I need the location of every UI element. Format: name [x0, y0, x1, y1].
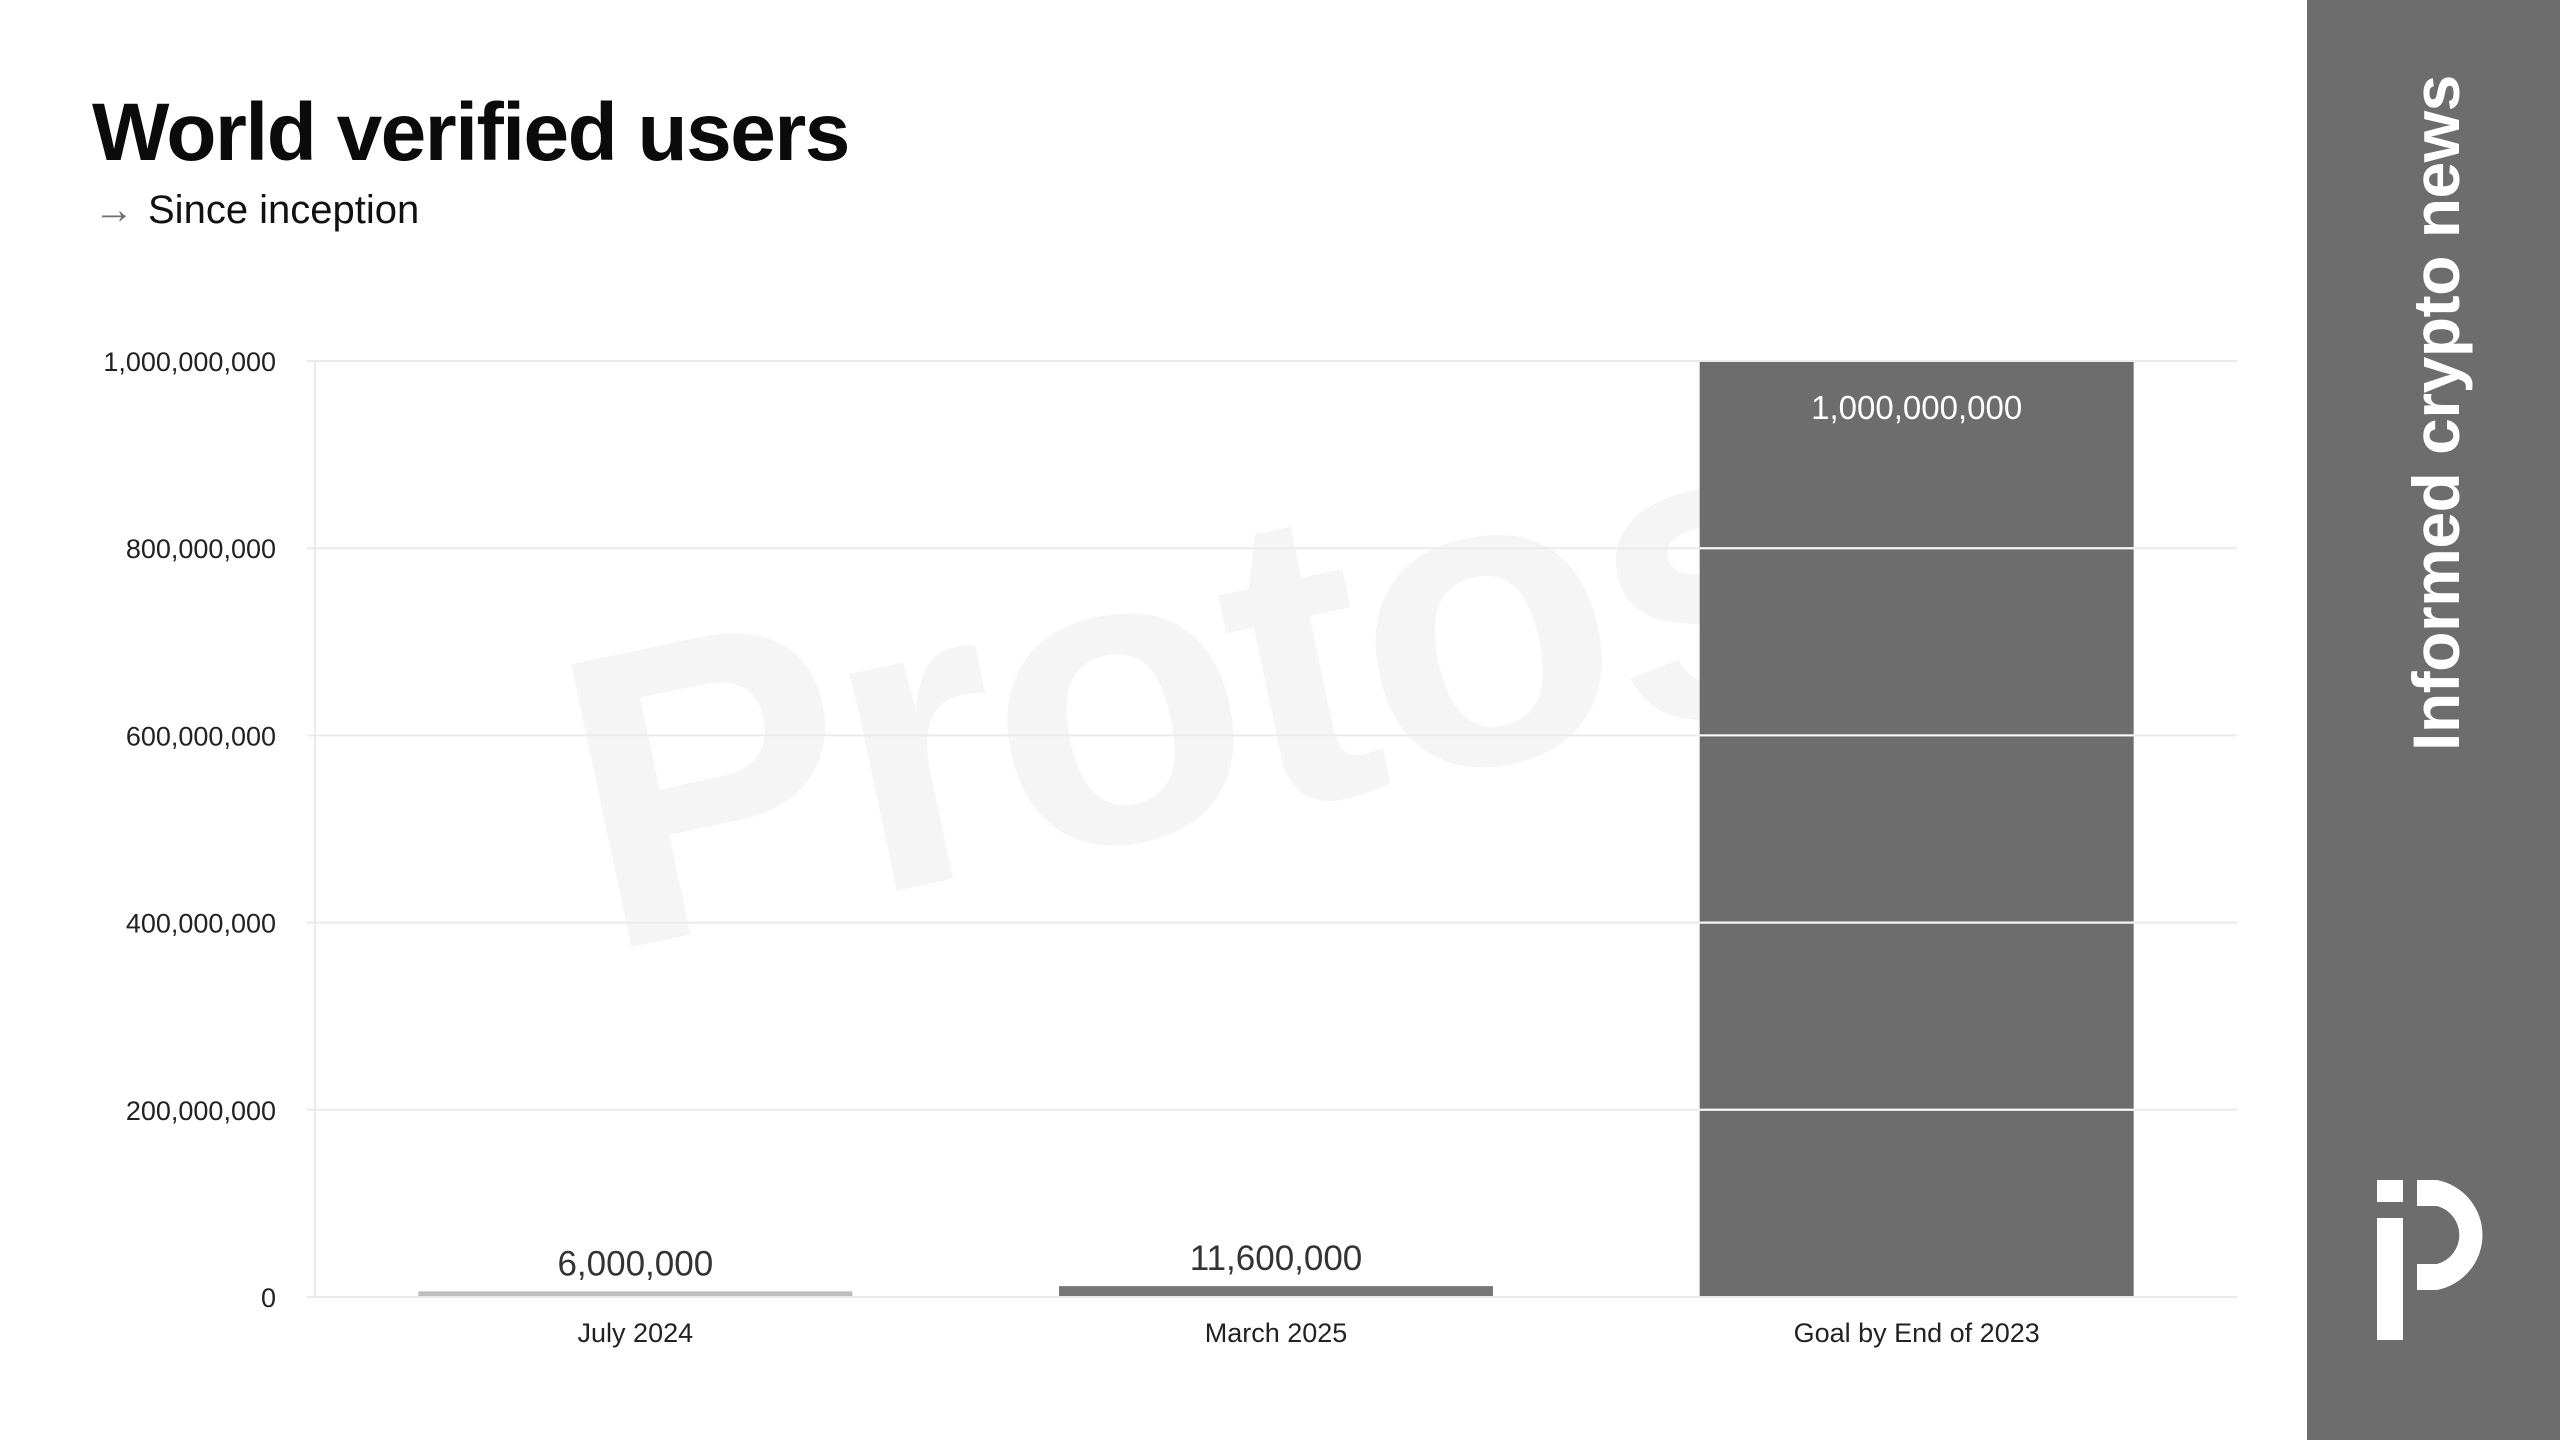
y-tick-label-1: 200,000,000 — [126, 1096, 276, 1126]
x-tick-label-2: March 2025 — [1205, 1318, 1348, 1348]
bar-chart: 0 200,000,000 400,000,000 600,000,000 800,00… — [103, 347, 2237, 1348]
chart-subtitle: → Since inception — [94, 190, 419, 230]
y-tick-label-5: 1,000,000,000 — [103, 347, 276, 377]
y-tick-label-4: 800,000,000 — [126, 534, 276, 564]
y-tick-label-2: 400,000,000 — [126, 909, 276, 939]
data-label-2: 11,600,000 — [1190, 1239, 1363, 1278]
brand-sidebar: Informed crypto news — [2307, 0, 2560, 1440]
bar-3 — [1699, 361, 2134, 1297]
chart-title: World verified users — [92, 87, 850, 178]
y-tick-label-0: 0 — [261, 1283, 276, 1313]
x-tick-label-3: Goal by End of 2023 — [1794, 1318, 2040, 1348]
subtitle-text: Since inception — [148, 188, 420, 232]
data-label-3: 1,000,000,000 — [1811, 389, 2022, 426]
arrow-right-icon: → — [94, 188, 134, 232]
protos-logo-icon — [2377, 1180, 2483, 1340]
sidebar-tagline: Informed crypto news — [2399, 75, 2473, 751]
x-tick-label-1: July 2024 — [578, 1318, 694, 1348]
bar-2 — [1059, 1286, 1493, 1297]
bar-1 — [418, 1291, 853, 1297]
y-tick-label-3: 600,000,000 — [126, 721, 276, 751]
data-label-1: 6,000,000 — [557, 1244, 713, 1283]
